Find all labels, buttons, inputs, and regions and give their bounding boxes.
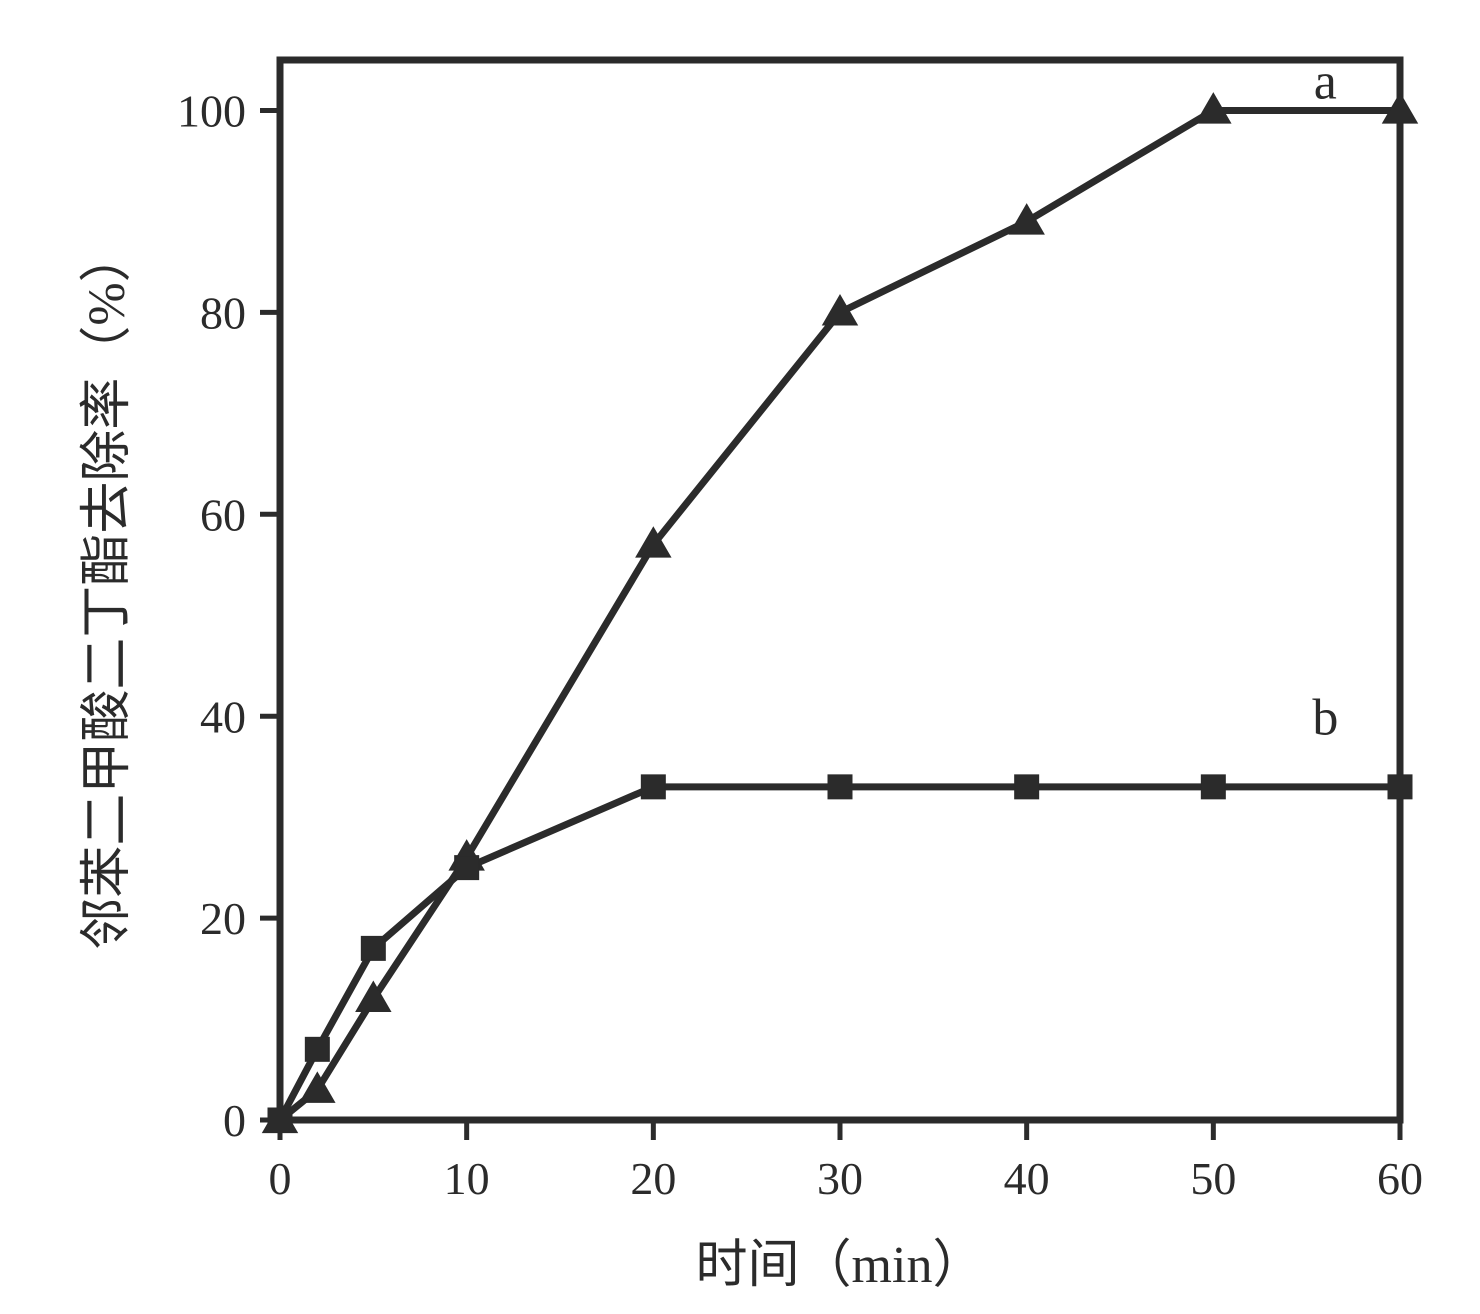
svg-text:80: 80 [200,287,246,338]
svg-text:50: 50 [1190,1153,1236,1204]
series-label-a: a [1314,53,1337,110]
svg-text:60: 60 [1377,1153,1423,1204]
svg-text:60: 60 [200,489,246,540]
svg-text:100: 100 [177,86,246,137]
chart-svg: 0 10 20 30 40 50 60 0 20 40 60 80 100 时间（min） 邻苯二甲酸二丁酯… [0,0,1480,1314]
svg-text:0: 0 [269,1153,292,1204]
svg-text:40: 40 [200,691,246,742]
svg-text:40: 40 [1004,1153,1050,1204]
svg-text:0: 0 [223,1095,246,1146]
svg-text:30: 30 [817,1153,863,1204]
series-label-b: b [1312,689,1338,746]
chart-container: 0 10 20 30 40 50 60 0 20 40 60 80 100 时间（min） 邻苯二甲酸二丁酯… [0,0,1480,1314]
svg-text:10: 10 [444,1153,490,1204]
svg-text:20: 20 [200,893,246,944]
svg-text:20: 20 [630,1153,676,1204]
x-axis-label: 时间（min） [696,1237,985,1294]
y-axis-label: 邻苯二甲酸二丁酯去除率（%） [79,230,136,949]
